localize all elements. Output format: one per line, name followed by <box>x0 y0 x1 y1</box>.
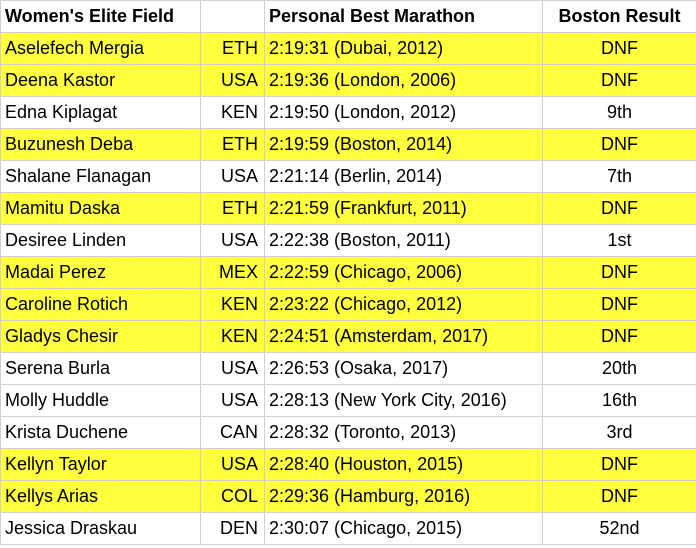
table-row: Caroline Rotich KEN 2:23:22 (Chicago, 2012… <box>0 288 696 321</box>
personal-best-cell[interactable]: 2:28:32 (Toronto, 2013) <box>264 416 543 449</box>
runner-name-cell[interactable]: Gladys Chesir <box>0 320 201 353</box>
country-cell[interactable]: KEN <box>200 320 265 353</box>
personal-best-cell[interactable]: 2:24:51 (Amsterdam, 2017) <box>264 320 543 353</box>
country-cell[interactable]: USA <box>200 64 265 97</box>
boston-result-cell[interactable]: DNF <box>542 128 696 161</box>
runner-name-cell[interactable]: Kellyn Taylor <box>0 448 201 481</box>
header-field[interactable]: Women's Elite Field <box>0 0 201 33</box>
table-row: Desiree Linden USA 2:22:38 (Boston, 2011) 1… <box>0 224 696 257</box>
table-row: Deena Kastor USA 2:19:36 (London, 2006) DNF <box>0 64 696 97</box>
table-row: Gladys Chesir KEN 2:24:51 (Amsterdam, 2017… <box>0 320 696 353</box>
personal-best-cell[interactable]: 2:30:07 (Chicago, 2015) <box>264 512 543 545</box>
boston-result-cell[interactable]: 1st <box>542 224 696 257</box>
runner-name-cell[interactable]: Caroline Rotich <box>0 288 201 321</box>
runner-name-cell[interactable]: Aselefech Mergia <box>0 32 201 65</box>
personal-best-cell[interactable]: 2:26:53 (Osaka, 2017) <box>264 352 543 385</box>
runner-name-cell[interactable]: Jessica Draskau <box>0 512 201 545</box>
country-cell[interactable]: USA <box>200 224 265 257</box>
table-row: Kellys Arias COL 2:29:36 (Hamburg, 2016) DN… <box>0 480 696 513</box>
boston-result-cell[interactable]: DNF <box>542 32 696 65</box>
country-cell[interactable]: ETH <box>200 192 265 225</box>
table-row: Jessica Draskau DEN 2:30:07 (Chicago, 2015… <box>0 512 696 545</box>
table-row: Madai Perez MEX 2:22:59 (Chicago, 2006) DNF <box>0 256 696 289</box>
runner-name-cell[interactable]: Shalane Flanagan <box>0 160 201 193</box>
country-cell[interactable]: DEN <box>200 512 265 545</box>
personal-best-cell[interactable]: 2:22:59 (Chicago, 2006) <box>264 256 543 289</box>
runner-name-cell[interactable]: Buzunesh Deba <box>0 128 201 161</box>
boston-result-cell[interactable]: DNF <box>542 480 696 513</box>
boston-result-cell[interactable]: DNF <box>542 64 696 97</box>
table-row: Molly Huddle USA 2:28:13 (New York City, 2… <box>0 384 696 417</box>
runner-name-cell[interactable]: Desiree Linden <box>0 224 201 257</box>
country-cell[interactable]: CAN <box>200 416 265 449</box>
country-cell[interactable]: ETH <box>200 32 265 65</box>
personal-best-cell[interactable]: 2:28:40 (Houston, 2015) <box>264 448 543 481</box>
country-cell[interactable]: USA <box>200 352 265 385</box>
table-row: Buzunesh Deba ETH 2:19:59 (Boston, 2014) DN… <box>0 128 696 161</box>
boston-result-cell[interactable]: DNF <box>542 288 696 321</box>
boston-result-cell[interactable]: 52nd <box>542 512 696 545</box>
runner-name-cell[interactable]: Serena Burla <box>0 352 201 385</box>
boston-result-cell[interactable]: 20th <box>542 352 696 385</box>
boston-result-cell[interactable]: 16th <box>542 384 696 417</box>
personal-best-cell[interactable]: 2:19:36 (London, 2006) <box>264 64 543 97</box>
table-row: Serena Burla USA 2:26:53 (Osaka, 2017) 20th <box>0 352 696 385</box>
table-row: Mamitu Daska ETH 2:21:59 (Frankfurt, 2011)… <box>0 192 696 225</box>
table-body: Aselefech Mergia ETH 2:19:31 (Dubai, 2012)… <box>0 32 696 545</box>
runner-name-cell[interactable]: Molly Huddle <box>0 384 201 417</box>
personal-best-cell[interactable]: 2:28:13 (New York City, 2016) <box>264 384 543 417</box>
country-cell[interactable]: USA <box>200 384 265 417</box>
runner-name-cell[interactable]: Kellys Arias <box>0 480 201 513</box>
runner-name-cell[interactable]: Edna Kiplagat <box>0 96 201 129</box>
country-cell[interactable]: COL <box>200 480 265 513</box>
personal-best-cell[interactable]: 2:29:36 (Hamburg, 2016) <box>264 480 543 513</box>
boston-result-cell[interactable]: DNF <box>542 256 696 289</box>
table-row: Krista Duchene CAN 2:28:32 (Toronto, 2013)… <box>0 416 696 449</box>
personal-best-cell[interactable]: 2:19:59 (Boston, 2014) <box>264 128 543 161</box>
country-cell[interactable]: USA <box>200 160 265 193</box>
country-cell[interactable]: MEX <box>200 256 265 289</box>
country-cell[interactable]: USA <box>200 448 265 481</box>
boston-result-cell[interactable]: 7th <box>542 160 696 193</box>
runner-name-cell[interactable]: Mamitu Daska <box>0 192 201 225</box>
table-row: Edna Kiplagat KEN 2:19:50 (London, 2012) 9t… <box>0 96 696 129</box>
personal-best-cell[interactable]: 2:19:50 (London, 2012) <box>264 96 543 129</box>
header-boston-result[interactable]: Boston Result <box>542 0 696 33</box>
personal-best-cell[interactable]: 2:21:14 (Berlin, 2014) <box>264 160 543 193</box>
runner-name-cell[interactable]: Deena Kastor <box>0 64 201 97</box>
country-cell[interactable]: KEN <box>200 288 265 321</box>
personal-best-cell[interactable]: 2:22:38 (Boston, 2011) <box>264 224 543 257</box>
country-cell[interactable]: ETH <box>200 128 265 161</box>
boston-result-cell[interactable]: DNF <box>542 320 696 353</box>
personal-best-cell[interactable]: 2:23:22 (Chicago, 2012) <box>264 288 543 321</box>
runner-name-cell[interactable]: Madai Perez <box>0 256 201 289</box>
runner-name-cell[interactable]: Krista Duchene <box>0 416 201 449</box>
boston-result-cell[interactable]: DNF <box>542 192 696 225</box>
boston-result-cell[interactable]: 3rd <box>542 416 696 449</box>
table-row: Aselefech Mergia ETH 2:19:31 (Dubai, 2012)… <box>0 32 696 65</box>
header-row: Women's Elite Field Personal Best Marath… <box>0 0 696 33</box>
country-cell[interactable]: KEN <box>200 96 265 129</box>
table-row: Shalane Flanagan USA 2:21:14 (Berlin, 2014… <box>0 160 696 193</box>
header-country[interactable] <box>200 0 265 33</box>
boston-result-cell[interactable]: DNF <box>542 448 696 481</box>
table-row: Kellyn Taylor USA 2:28:40 (Houston, 2015) D… <box>0 448 696 481</box>
boston-result-cell[interactable]: 9th <box>542 96 696 129</box>
personal-best-cell[interactable]: 2:19:31 (Dubai, 2012) <box>264 32 543 65</box>
header-personal-best[interactable]: Personal Best Marathon <box>264 0 543 33</box>
personal-best-cell[interactable]: 2:21:59 (Frankfurt, 2011) <box>264 192 543 225</box>
